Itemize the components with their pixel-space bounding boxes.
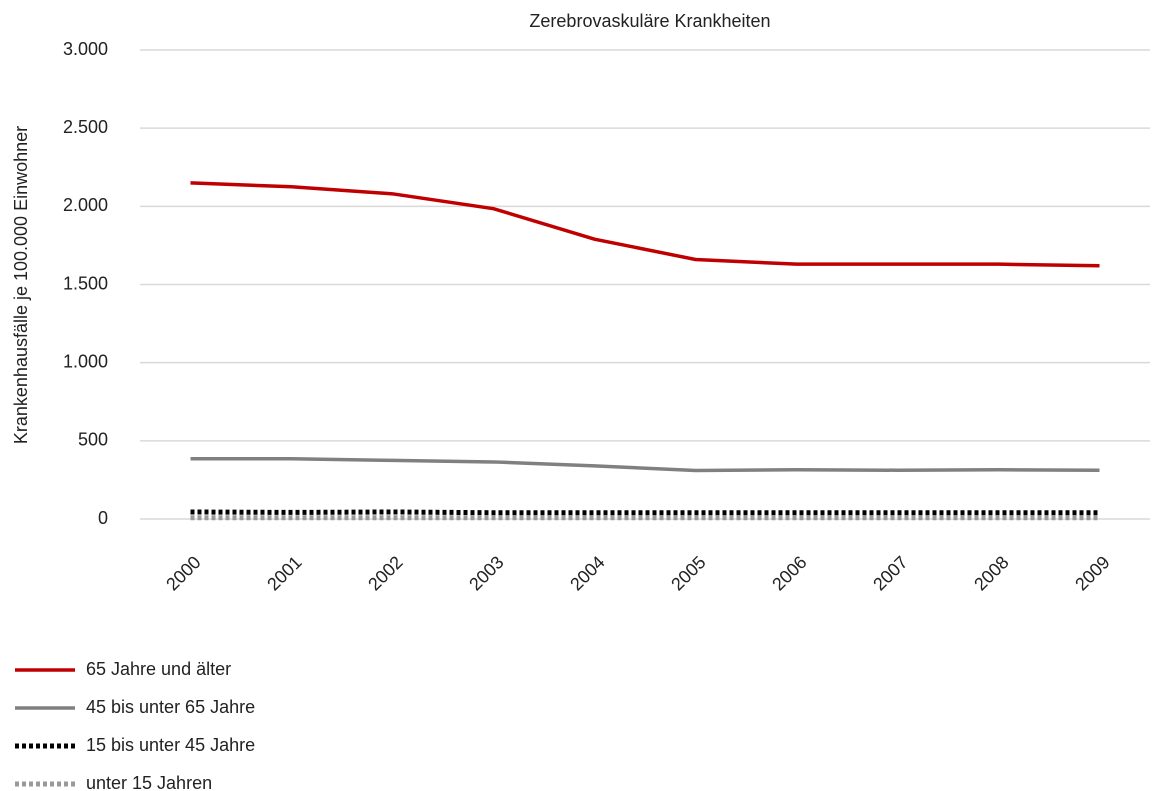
x-tick-label: 2006 xyxy=(768,552,810,594)
legend-label: unter 15 Jahren xyxy=(86,773,212,791)
x-tick-label: 2007 xyxy=(869,552,911,594)
line-series xyxy=(190,509,1100,516)
line-series xyxy=(190,181,1100,268)
x-tick-label: 2001 xyxy=(263,552,305,594)
y-tick-label: 1.500 xyxy=(63,273,108,293)
y-tick-label: 3.000 xyxy=(63,39,108,59)
y-tick-label: 0 xyxy=(98,508,108,528)
x-tick-label: 2000 xyxy=(162,552,204,594)
x-tick-label: 2004 xyxy=(566,552,608,594)
legend-label: 15 bis unter 45 Jahre xyxy=(86,735,255,755)
x-tick-label: 2003 xyxy=(465,552,507,594)
y-tick-label: 2.000 xyxy=(63,195,108,215)
y-tick-label: 500 xyxy=(78,430,108,450)
x-tick-label: 2009 xyxy=(1071,552,1113,594)
x-tick-label: 2008 xyxy=(970,552,1012,594)
y-tick-label: 2.500 xyxy=(63,117,108,137)
y-tick-label: 1.000 xyxy=(63,351,108,371)
chart-title: Zerebrovaskuläre Krankheiten xyxy=(529,11,770,31)
legend-label: 65 Jahre und älter xyxy=(86,659,231,679)
y-axis-label: Krankenhausfälle je 100.000 Einwohner xyxy=(11,126,31,444)
legend-label: 45 bis unter 65 Jahre xyxy=(86,697,255,717)
x-tick-label: 2005 xyxy=(667,552,709,594)
line-series xyxy=(190,457,1100,473)
x-tick-label: 2002 xyxy=(364,552,406,594)
